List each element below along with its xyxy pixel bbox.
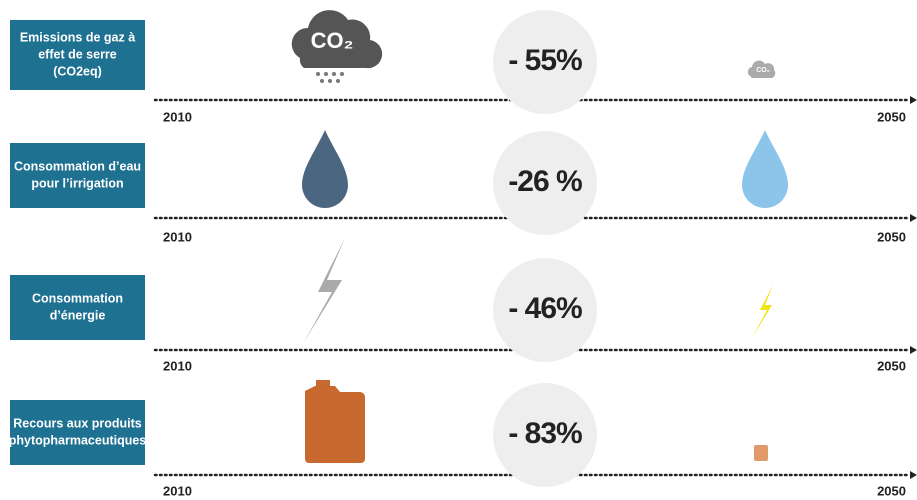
change-value: - 46%	[508, 292, 582, 325]
row-label: pour l’irrigation	[31, 176, 123, 190]
row-label: Recours aux produits	[13, 416, 142, 430]
change-value: -26 %	[508, 165, 582, 198]
end-year: 2050	[877, 229, 906, 244]
svg-text:CO₂: CO₂	[756, 67, 770, 74]
label-box	[10, 143, 145, 208]
end-year: 2050	[877, 358, 906, 373]
co2-cloud-small: CO₂	[747, 60, 776, 78]
start-year: 2010	[163, 109, 192, 124]
start-year: 2010	[163, 483, 192, 498]
timeline-arrow	[910, 346, 917, 354]
end-year: 2050	[877, 483, 906, 498]
change-value: - 55%	[508, 44, 582, 77]
co2-cloud-large: CO₂	[291, 10, 383, 83]
timeline-arrow	[910, 471, 917, 479]
change-circle	[493, 10, 597, 114]
row-label: Consommation	[32, 291, 123, 305]
end-year: 2050	[877, 109, 906, 124]
lightning-large	[304, 238, 345, 342]
row-label: phytopharmaceutiques	[9, 433, 147, 447]
row-label: effet de serre	[38, 47, 117, 61]
row-label: d’énergie	[50, 308, 106, 322]
label-box	[10, 275, 145, 340]
start-year: 2010	[163, 358, 192, 373]
timeline-arrow	[910, 214, 917, 222]
row-label: Consommation d’eau	[14, 159, 141, 173]
change-circle	[493, 383, 597, 487]
label-box	[10, 400, 145, 465]
lightning-small	[752, 285, 773, 338]
row-label: (CO2eq)	[53, 64, 102, 78]
change-circle	[493, 131, 597, 235]
label-box	[10, 20, 145, 90]
start-year: 2010	[163, 229, 192, 244]
change-value: - 83%	[508, 417, 582, 450]
jerrycan-small	[754, 445, 768, 461]
change-circle	[493, 258, 597, 362]
drop-large	[302, 130, 348, 208]
svg-text:CO₂: CO₂	[311, 28, 354, 53]
jerrycan-large	[305, 380, 365, 463]
timeline-arrow	[910, 96, 917, 104]
row-label: Emissions de gaz à	[20, 30, 135, 44]
drop-small	[742, 130, 788, 208]
